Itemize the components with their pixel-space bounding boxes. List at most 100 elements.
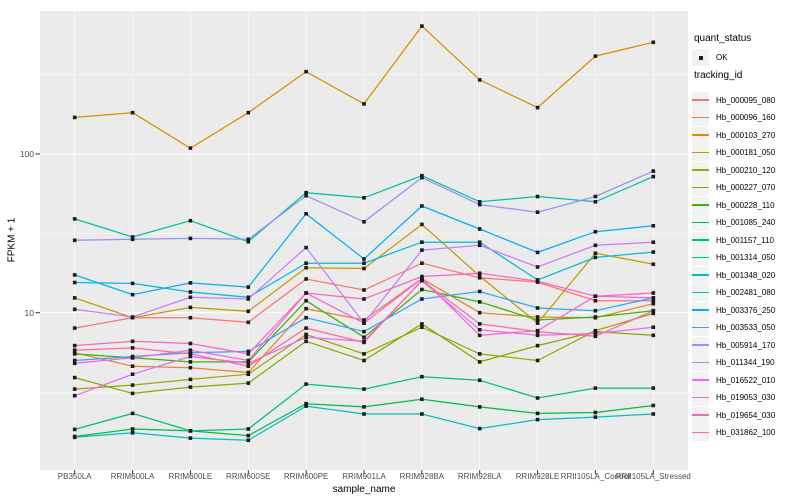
y-tick-label: 10 [24, 307, 34, 318]
data-point [362, 329, 366, 334]
data-point [477, 426, 482, 431]
data-point [535, 333, 540, 338]
data-point [72, 326, 77, 330]
data-point [72, 352, 77, 356]
data-point [593, 298, 598, 303]
data-point [593, 194, 598, 199]
data-point [651, 296, 656, 300]
data-point [72, 387, 77, 391]
data-point [420, 287, 424, 292]
data-point [477, 405, 482, 409]
data-point [362, 340, 366, 345]
data-point [188, 281, 193, 285]
data-point [72, 427, 77, 432]
legend-item-label: Hb_031862_100 [716, 428, 776, 437]
legend-title-quant-status: quant_status [694, 33, 752, 44]
legend-swatch-line [692, 116, 709, 119]
data-point [304, 332, 308, 337]
x-tick-label: RRII105LA_Control [560, 472, 631, 481]
data-point [188, 348, 193, 352]
data-point [72, 393, 77, 398]
data-point [651, 262, 656, 266]
legend-item-label: Hb_011344_190 [716, 358, 775, 367]
legend-item-label: Hb_019654_030 [716, 410, 776, 420]
data-point [420, 274, 424, 279]
data-point [420, 240, 424, 244]
legend-swatch-icon [692, 214, 709, 231]
legend-swatch-line [692, 239, 709, 241]
data-point [420, 173, 424, 178]
x-axis-title: sample_name [332, 484, 396, 495]
data-point [130, 292, 135, 297]
data-point [420, 297, 424, 301]
x-tick-label: RRIM901LA [342, 472, 386, 481]
data-point [304, 306, 308, 311]
data-point [420, 261, 424, 265]
data-point [130, 364, 135, 368]
data-point [477, 227, 482, 231]
data-point [593, 334, 598, 339]
data-point [420, 175, 424, 180]
legend-swatch-icon [692, 249, 709, 266]
data-point [130, 235, 135, 239]
legend-label-ok: OK [716, 53, 728, 62]
data-point [246, 297, 251, 301]
data-point [188, 436, 193, 440]
data-point [651, 403, 656, 408]
data-point [72, 238, 77, 243]
data-point [420, 374, 424, 379]
legend-item-label: Hb_000210_120 [716, 165, 776, 175]
legend-swatch-icon [692, 109, 709, 126]
data-point [130, 346, 135, 350]
data-point [477, 378, 482, 383]
data-point [362, 412, 366, 416]
data-point [72, 296, 77, 300]
data-point [246, 427, 251, 431]
data-point [651, 291, 656, 295]
data-point [304, 326, 308, 330]
legend-item-label: Hb_000181_050 [716, 148, 776, 157]
legend-swatch-line [692, 134, 709, 136]
data-point [593, 243, 598, 248]
data-point [72, 217, 77, 221]
legend-swatch-icon [692, 319, 709, 336]
legend-swatch-line [692, 291, 709, 294]
data-point [130, 281, 135, 286]
data-point [246, 349, 251, 354]
data-point [304, 335, 308, 340]
data-point [304, 265, 308, 270]
data-point [477, 333, 482, 338]
legend-swatch-line [692, 169, 709, 171]
data-point [535, 105, 540, 110]
data-point [593, 251, 598, 255]
data-point [72, 348, 77, 352]
data-point [188, 236, 193, 241]
legend-swatch-icon [692, 354, 709, 371]
legend-swatch-icon [692, 301, 709, 319]
legend-item-label: Hb_000103_270 [716, 130, 776, 140]
data-point [72, 375, 77, 380]
data-point [72, 358, 77, 363]
data-point [72, 280, 77, 285]
data-point [188, 377, 193, 382]
ok-point-icon [698, 55, 703, 60]
data-point [420, 397, 424, 401]
data-point [535, 279, 540, 283]
legend-swatch-line [692, 151, 709, 154]
data-point [651, 311, 656, 316]
legend-swatch-line [692, 326, 709, 329]
data-point [72, 273, 77, 277]
data-point [535, 210, 540, 214]
y-axis-title: FPKM + 1 [6, 217, 18, 263]
legend-swatch-line [692, 274, 709, 276]
data-point [362, 405, 366, 409]
data-point [420, 325, 424, 329]
data-point [304, 298, 308, 303]
data-point [477, 300, 482, 304]
data-point [304, 401, 308, 406]
x-tick-label: RRIM600PE [283, 472, 329, 481]
data-point [130, 315, 135, 319]
data-point [362, 358, 366, 363]
data-point [477, 240, 482, 244]
